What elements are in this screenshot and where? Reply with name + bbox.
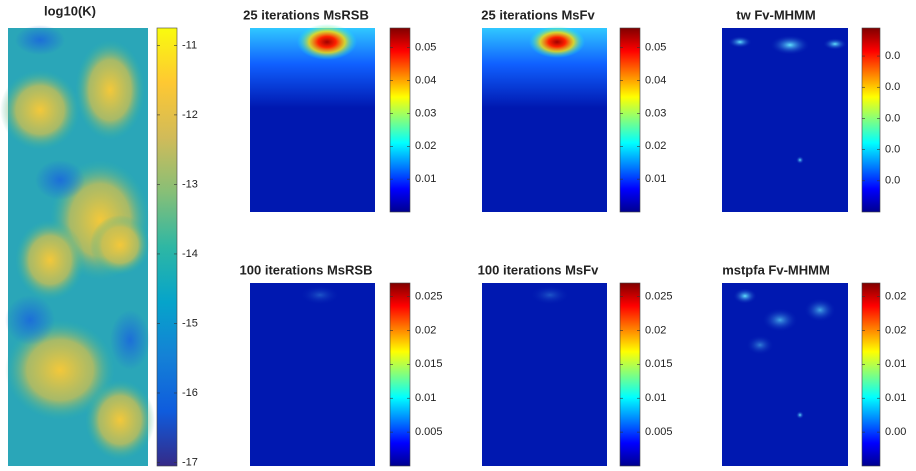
colorbar-tick-label: 0.05	[645, 42, 666, 54]
colorbar	[156, 27, 178, 467]
colorbar-tick-label: -16	[182, 387, 198, 399]
colorbar	[389, 27, 411, 213]
colorbar-tick-label: -17	[182, 456, 198, 468]
colorbar	[619, 27, 641, 213]
colorbar-tick-label: 0.02	[645, 324, 666, 336]
colorbar-tick-label: 0.04	[645, 74, 666, 86]
panel-title: 100 iterations MsFv	[478, 262, 599, 277]
field-image	[482, 283, 607, 466]
colorbar-tick-label: -12	[182, 109, 198, 121]
colorbar-tick-label: 0.005	[415, 426, 443, 438]
colorbar-tick-label: 0.025	[415, 290, 443, 302]
panel-title: log10(K)	[44, 3, 96, 18]
colorbar-tick-label: 0.005	[645, 426, 673, 438]
colorbar-tick-label: 0.01	[415, 392, 436, 404]
colorbar-tick-label: 0.0	[885, 50, 900, 62]
panel-title: 25 iterations MsFv	[481, 7, 595, 22]
field-image	[0, 25, 155, 466]
field-image	[722, 283, 848, 466]
colorbar-tick-label: 0.02	[415, 324, 436, 336]
colorbar	[619, 282, 641, 467]
colorbar-tick-label: 0.0	[885, 112, 900, 124]
colorbar	[389, 282, 411, 467]
colorbar-tick-label: -13	[182, 178, 198, 190]
panel-title: 100 iterations MsRSB	[240, 262, 373, 277]
colorbar-tick-label: 0.02	[645, 140, 666, 152]
panel-title: tw Fv-MHMM	[736, 7, 815, 22]
colorbar-tick-label: 0.015	[645, 358, 673, 370]
colorbar	[861, 282, 881, 467]
colorbar-tick-label: 0.04	[415, 74, 436, 86]
colorbar-tick-label: 0.00	[885, 426, 906, 438]
colorbar-tick-label: 0.01	[415, 173, 436, 185]
colorbar-tick-label: 0.0	[885, 144, 900, 156]
colorbar-tick-label: 0.01	[885, 392, 906, 404]
colorbar-tick-label: 0.01	[885, 358, 906, 370]
colorbar-tick-label: 0.02	[415, 140, 436, 152]
field-image	[482, 26, 607, 212]
field-image	[722, 28, 848, 212]
colorbar-tick-label: 0.02	[885, 290, 906, 302]
colorbar-tick-label: 0.05	[415, 42, 436, 54]
colorbar-tick-label: 0.03	[415, 107, 436, 119]
colorbar-tick-label: -15	[182, 317, 198, 329]
panel-title: 25 iterations MsRSB	[243, 7, 369, 22]
colorbar	[861, 27, 881, 213]
colorbar-tick-label: -11	[182, 39, 197, 51]
colorbar-tick-label: 0.025	[645, 290, 673, 302]
field-image	[250, 283, 375, 466]
colorbar-tick-label: 0.02	[885, 324, 906, 336]
colorbar-tick-label: 0.015	[415, 358, 443, 370]
colorbar-tick-label: 0.0	[885, 175, 900, 187]
panel-title: mstpfa Fv-MHMM	[722, 262, 830, 277]
colorbar-tick-label: 0.01	[645, 173, 666, 185]
colorbar-tick-label: -14	[182, 248, 198, 260]
colorbar-tick-label: 0.01	[645, 392, 666, 404]
colorbar-tick-label: 0.03	[645, 107, 666, 119]
field-image	[250, 24, 375, 212]
colorbar-tick-label: 0.0	[885, 81, 900, 93]
